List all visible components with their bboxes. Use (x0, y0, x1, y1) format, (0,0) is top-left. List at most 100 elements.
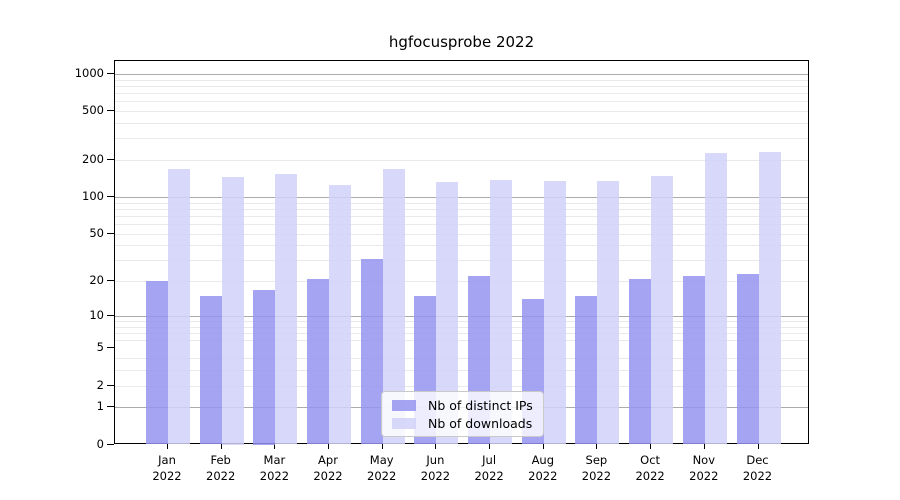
gridline-minor (115, 86, 808, 87)
y-tick-label: 100 (82, 189, 104, 203)
gridline-minor (115, 260, 808, 262)
legend-label-downloads: Nb of downloads (428, 416, 533, 431)
gridline-minor (115, 79, 808, 81)
x-tick-label-year: 2022 (420, 469, 451, 483)
x-tick-label: Aug 2022 (515, 452, 571, 484)
y-tick-label: 200 (82, 152, 104, 167)
gridline-minor (115, 224, 808, 225)
x-tick-label-year: 2022 (259, 469, 290, 483)
x-tick-mark (757, 443, 759, 449)
y-tick-label: 20 (89, 273, 104, 288)
gridline-minor (115, 281, 808, 283)
gridline-major (115, 315, 808, 317)
x-tick-label-year: 2022 (313, 469, 343, 483)
bar-ips-oct (629, 278, 652, 445)
gridline-minor (115, 160, 808, 162)
gridline-minor (115, 202, 808, 204)
bar-downloads-oct (651, 175, 674, 445)
x-tick-mark (220, 443, 222, 449)
gridline-minor (115, 370, 808, 372)
y-tick-mark (107, 384, 114, 386)
gridline-minor (115, 101, 808, 103)
x-tick-label-year: 2022 (742, 469, 773, 483)
gridline-minor (115, 245, 808, 247)
legend-swatch-downloads-icon (392, 418, 416, 429)
x-tick-mark (542, 443, 544, 449)
bar-ips-mar (253, 289, 276, 445)
gridline-minor (115, 138, 808, 140)
bar-ips-dec (736, 274, 759, 445)
x-tick-label: Apr 2022 (300, 452, 356, 484)
y-tick-label: 500 (82, 103, 104, 118)
x-tick-label: Nov 2022 (676, 452, 732, 484)
x-tick-label: Oct 2022 (622, 452, 678, 484)
bar-ips-apr (307, 278, 329, 445)
x-tick-mark (703, 443, 705, 449)
gridline-minor (115, 358, 808, 360)
gridline-minor (115, 340, 808, 342)
gridline-minor (115, 233, 808, 235)
legend-swatch-distinct-ips-icon (392, 400, 416, 411)
x-tick-label: Jul 2022 (461, 452, 517, 484)
y-tick-label: 1 (96, 399, 104, 414)
x-tick-label-year: 2022 (367, 469, 397, 483)
bar-ips-feb (199, 295, 222, 445)
y-tick-label: 50 (89, 225, 104, 240)
x-tick-label-year: 2022 (152, 469, 182, 483)
x-tick-mark (167, 443, 168, 449)
gridline-minor (115, 215, 808, 217)
x-tick-mark (381, 443, 383, 449)
y-tick-mark (107, 159, 114, 161)
bar-downloads-nov (704, 152, 727, 445)
bar-downloads-jan (168, 169, 190, 445)
x-tick-label-year: 2022 (528, 469, 558, 483)
legend-item-downloads: Nb of downloads (392, 415, 535, 432)
bar-ips-nov (682, 276, 705, 445)
x-tick-label: Mar 2022 (246, 452, 302, 484)
bar-downloads-sep (597, 181, 620, 445)
x-tick-mark (489, 443, 491, 449)
y-tick-mark (107, 314, 114, 316)
gridline-minor (115, 111, 808, 113)
y-tick-label: 10 (89, 307, 104, 322)
x-tick-label: Dec 2022 (730, 452, 786, 484)
bar-downloads-feb (221, 176, 244, 445)
x-tick-label-year: 2022 (689, 469, 719, 483)
y-tick-mark (107, 232, 114, 234)
x-tick-label-year: 2022 (474, 469, 504, 483)
gridline-major (115, 74, 808, 75)
y-tick-label: 2 (96, 377, 104, 392)
y-tick-mark (107, 347, 114, 349)
gridline-major (115, 197, 808, 198)
bar-ips-sep (575, 295, 598, 445)
chart-title: hgfocusprobe 2022 (388, 33, 535, 51)
x-tick-label: Sep 2022 (568, 452, 624, 484)
bar-downloads-jul (490, 180, 513, 445)
y-tick-mark (107, 196, 114, 197)
y-tick-mark (107, 406, 114, 408)
y-tick-label: 5 (96, 340, 104, 355)
bar-downloads-dec (758, 151, 781, 445)
y-tick-mark (107, 73, 114, 74)
x-tick-label: Jun 2022 (407, 452, 463, 484)
gridline-minor (115, 123, 808, 125)
x-tick-label-year: 2022 (206, 469, 236, 483)
x-tick-mark (596, 443, 598, 449)
y-tick-mark (107, 443, 114, 445)
x-tick-mark (650, 443, 652, 449)
bar-downloads-mar (275, 173, 298, 445)
bar-downloads-jun (436, 181, 459, 445)
gridline-minor (115, 93, 808, 95)
x-tick-mark (435, 443, 437, 449)
x-tick-label: Feb 2022 (193, 452, 249, 484)
gridline-minor (115, 333, 808, 334)
legend-item-distinct-ips: Nb of distinct IPs (392, 397, 535, 414)
gridline-minor (115, 208, 808, 210)
x-tick-label-year: 2022 (581, 469, 612, 483)
bar-ips-may (360, 258, 383, 445)
bar-downloads-may (382, 168, 405, 445)
y-tick-label: 0 (96, 436, 104, 451)
bar-downloads-aug (543, 181, 566, 445)
gridline-minor (115, 385, 808, 387)
